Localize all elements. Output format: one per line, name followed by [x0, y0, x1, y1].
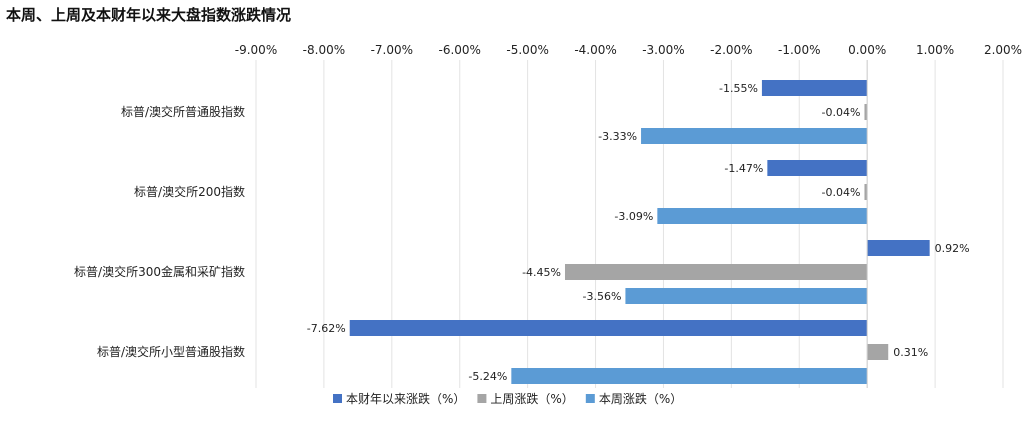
- bar: [864, 184, 868, 200]
- x-tick-label: -1.00%: [778, 43, 820, 57]
- x-tick-label: -4.00%: [574, 43, 616, 57]
- x-tick-label: -9.00%: [235, 43, 277, 57]
- x-tick-label: -7.00%: [371, 43, 413, 57]
- data-label: -1.47%: [724, 162, 763, 175]
- x-tick-label: -2.00%: [710, 43, 752, 57]
- x-tick-label: 2.00%: [984, 43, 1022, 57]
- x-tick-label: -3.00%: [642, 43, 684, 57]
- bar: [511, 368, 868, 384]
- legend-swatch: [333, 394, 342, 403]
- bar: [767, 160, 868, 176]
- data-label: -0.04%: [822, 106, 861, 119]
- x-tick-label: -5.00%: [506, 43, 548, 57]
- legend-label: 本财年以来涨跌（%）: [346, 391, 465, 406]
- data-label: 0.31%: [893, 346, 928, 359]
- bar: [864, 104, 868, 120]
- category-label: 标普/澳交所200指数: [134, 184, 245, 199]
- data-label: -7.62%: [307, 322, 346, 335]
- data-label: -5.24%: [468, 370, 507, 383]
- bar: [867, 240, 930, 256]
- x-tick-label: 1.00%: [916, 43, 954, 57]
- bar: [349, 320, 868, 336]
- x-tick-label: 0.00%: [848, 43, 886, 57]
- data-label: -3.09%: [614, 210, 653, 223]
- legend-label: 本周涨跌（%）: [599, 391, 682, 406]
- data-label: 0.92%: [935, 242, 970, 255]
- data-label: -0.04%: [822, 186, 861, 199]
- legend-swatch: [477, 394, 487, 403]
- bar: [657, 208, 868, 224]
- chart-title: 本周、上周及本财年以来大盘指数涨跌情况: [6, 6, 292, 24]
- bar: [641, 128, 868, 144]
- category-label: 标普/澳交所小型普通股指数: [97, 344, 245, 359]
- x-tick-label: -6.00%: [439, 43, 481, 57]
- bar: [564, 264, 868, 280]
- data-label: -3.56%: [583, 290, 622, 303]
- legend-swatch: [585, 394, 595, 403]
- legend-label: 上周涨跌（%）: [490, 391, 573, 406]
- data-label: -1.55%: [719, 82, 758, 95]
- data-label: -3.33%: [598, 130, 637, 143]
- bar: [867, 344, 889, 360]
- category-label: 标普/澳交所普通股指数: [121, 104, 245, 119]
- data-label: -4.45%: [522, 266, 561, 279]
- bar: [761, 80, 868, 96]
- bar: [625, 288, 868, 304]
- category-label: 标普/澳交所300金属和采矿指数: [74, 264, 245, 279]
- x-tick-label: -8.00%: [303, 43, 345, 57]
